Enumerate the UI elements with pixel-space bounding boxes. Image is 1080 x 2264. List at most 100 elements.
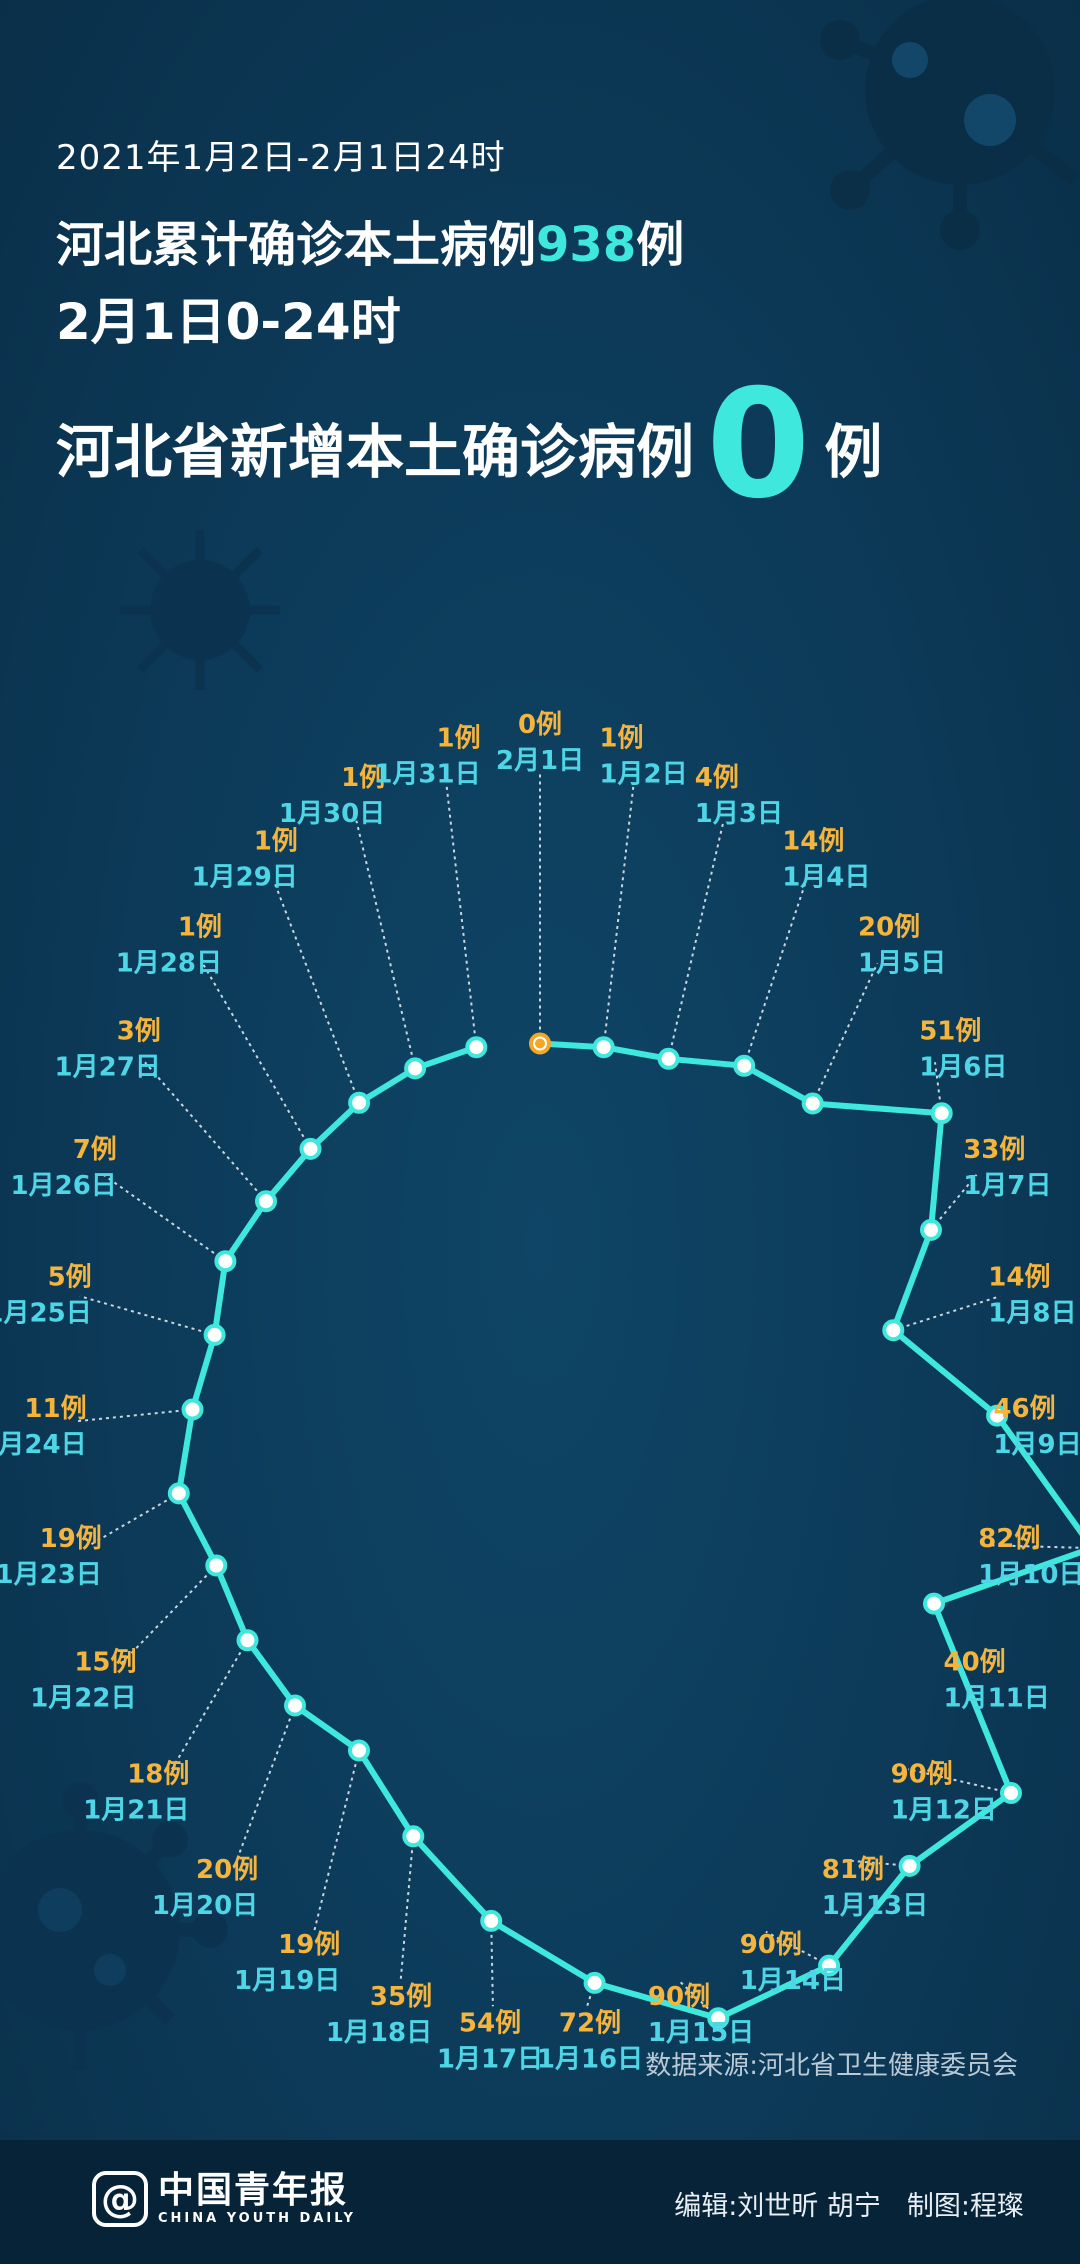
leader-line [313, 1750, 360, 1932]
new-cases-value: 0 [706, 358, 811, 532]
logo-english: CHINA YOUTH DAILY [158, 2211, 356, 2226]
date-label: 1月6日 [919, 1053, 1007, 1083]
data-point [898, 1854, 921, 1877]
date-label: 1月14日 [740, 1966, 846, 1996]
china-youth-daily-logo: @ 中国青年报 CHINA YOUTH DAILY [92, 2164, 356, 2234]
cumulative-suffix: 例 [636, 217, 685, 273]
date-label: 1月10日 [978, 1560, 1080, 1590]
count-label: 54例 [459, 2009, 521, 2039]
data-point [657, 1047, 680, 1070]
data-point [733, 1054, 756, 1077]
data-point [299, 1137, 322, 1160]
count-label: 20例 [858, 913, 920, 943]
new-cases-suffix: 例 [824, 418, 883, 486]
leader-line [88, 1492, 180, 1547]
date-label: 1月30日 [279, 799, 385, 829]
leader-line [765, 1930, 830, 1967]
virus-icon-top-right [820, 0, 1080, 250]
count-label: 1例 [178, 913, 222, 943]
count-label: 35例 [370, 1982, 432, 2012]
leader-line [74, 1408, 193, 1423]
count-label: 72例 [559, 2009, 621, 2039]
date-label: 1月16日 [537, 2045, 643, 2075]
date-label: 1月7日 [963, 1171, 1051, 1201]
count-label: 5例 [48, 1262, 92, 1292]
data-point [181, 1398, 204, 1421]
count-label: 14例 [782, 827, 844, 857]
date-label: 1月17日 [437, 2045, 543, 2075]
count-label: 11例 [24, 1394, 86, 1424]
date-label: 1月28日 [116, 949, 222, 979]
date-label: 1月31日 [374, 759, 480, 789]
count-label: 33例 [963, 1135, 1025, 1165]
date-label: 1月29日 [192, 863, 298, 893]
data-point [592, 1036, 615, 1059]
leader-line [235, 1705, 296, 1861]
leader-line [102, 1173, 226, 1263]
data-point [203, 1323, 226, 1346]
count-label: 20例 [196, 1855, 258, 1885]
virus-icon-bottom-left [0, 1782, 228, 2070]
count-label: 90例 [648, 1982, 710, 2012]
data-point [923, 1592, 945, 1615]
credits: 编辑:刘世昕 胡宁 制图:程璨 [674, 2184, 1024, 2223]
count-label: 40例 [944, 1648, 1006, 1678]
date-label: 1月18日 [326, 2018, 432, 2048]
data-point [920, 1218, 942, 1241]
date-label: 1月4日 [782, 863, 870, 893]
count-label: 0例 [518, 710, 562, 740]
count-label: 90例 [740, 1930, 802, 1960]
leader-line [144, 1061, 267, 1202]
date-label: 1月22日 [30, 1684, 136, 1714]
data-point [583, 1971, 606, 1994]
data-point-highlight-core [535, 1038, 545, 1049]
count-label: 1例 [341, 763, 385, 793]
count-label: 1例 [599, 723, 643, 753]
data-point [167, 1482, 190, 1505]
date-label: 1月27日 [55, 1053, 161, 1083]
data-points [167, 1032, 1022, 2030]
count-label: 81例 [822, 1855, 884, 1885]
leader-line [990, 1544, 1080, 1549]
leader-line [355, 820, 417, 1069]
cumulative-value: 938 [536, 217, 637, 273]
leader-line [811, 962, 879, 1104]
new-cases-prefix: 河北省新增本土确诊病例 [56, 418, 695, 486]
count-label: 19例 [40, 1524, 102, 1554]
data-point [465, 1036, 488, 1059]
editor-credit: 编辑:刘世昕 胡宁 [674, 2191, 881, 2222]
count-label: 14例 [988, 1262, 1050, 1292]
data-point [236, 1629, 259, 1652]
date-label: 1月3日 [695, 799, 783, 829]
leader-line [79, 1295, 215, 1336]
data-point [284, 1694, 306, 1717]
count-label: 1例 [254, 827, 298, 857]
leader-line [121, 1564, 218, 1664]
date-label: 1月2日 [599, 759, 687, 789]
count-label: 4例 [695, 763, 739, 793]
virus-icon-left [120, 530, 280, 690]
data-point [348, 1091, 371, 1114]
count-label: 18例 [127, 1760, 189, 1790]
leader-line [201, 962, 312, 1150]
data-point [930, 1102, 953, 1125]
logo-text: 中国青年报 CHINA YOUTH DAILY [158, 2171, 356, 2227]
data-point [882, 1319, 905, 1342]
count-label: 82例 [978, 1524, 1040, 1554]
date-label: 1月9日 [993, 1430, 1080, 1460]
date-label: 1月19日 [234, 1966, 340, 1996]
count-label: 46例 [993, 1394, 1055, 1424]
leader-line [602, 783, 635, 1048]
count-label: 1例 [437, 723, 481, 753]
data-point [818, 1954, 841, 1977]
cumulative-cases-title: 河北累计确诊本土病例938例 [56, 205, 684, 275]
date-label: 1月26日 [11, 1171, 117, 1201]
date-label: 1月13日 [822, 1891, 928, 1921]
data-point [480, 1909, 503, 1932]
logo-chinese: 中国青年报 [158, 2170, 349, 2211]
leader-line [930, 1174, 978, 1231]
leader-line [171, 1639, 249, 1770]
